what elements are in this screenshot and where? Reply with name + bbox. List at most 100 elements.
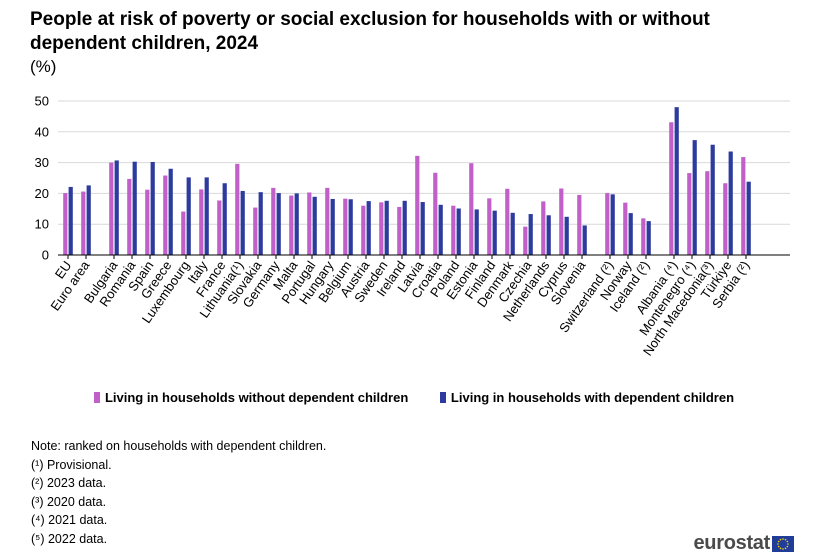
bar-with-children	[474, 209, 479, 255]
bar-with-children	[240, 190, 245, 255]
note-2020: (³) 2020 data.	[31, 494, 107, 509]
y-tick-label: 20	[35, 186, 49, 201]
bar-without-children	[235, 163, 240, 255]
legend: Living in households without dependent c…	[0, 390, 828, 405]
bar-without-children	[623, 202, 628, 255]
bar-with-children	[674, 107, 679, 255]
bar-with-children	[330, 198, 335, 255]
bar-without-children	[669, 122, 674, 255]
bar-with-children	[646, 221, 651, 255]
bar-without-children	[307, 192, 312, 255]
bar-with-children	[564, 216, 569, 255]
bar-with-children	[186, 177, 191, 255]
legend-item-without-children: Living in households without dependent c…	[93, 390, 409, 405]
bar-without-children	[145, 189, 150, 255]
bar-with-children	[438, 204, 443, 255]
bar-with-children	[628, 213, 633, 255]
bar-without-children	[379, 202, 384, 255]
bar-with-children	[222, 183, 227, 255]
y-tick-label: 30	[35, 155, 49, 170]
bar-with-children	[728, 151, 733, 255]
bar-without-children	[541, 201, 546, 255]
bar-with-children	[86, 185, 91, 255]
bar-with-children	[692, 140, 697, 255]
logo-text: eurostat	[693, 532, 770, 554]
bar-with-children	[456, 208, 461, 255]
bar-without-children	[415, 155, 420, 255]
bar-without-children	[705, 171, 710, 255]
bar-with-children	[546, 215, 551, 255]
note-ranking: Note: ranked on households with dependen…	[31, 439, 327, 453]
bar-without-children	[81, 191, 86, 255]
bar-without-children	[289, 195, 294, 255]
bar-with-children	[710, 144, 715, 255]
y-tick-label: 50	[35, 94, 49, 109]
bar-without-children	[641, 218, 646, 255]
bar-with-children	[68, 186, 73, 255]
bar-without-children	[163, 175, 168, 255]
chart-title: People at risk of poverty or social excl…	[30, 9, 710, 54]
bar-with-children	[132, 161, 137, 255]
unit-label: (%)	[30, 57, 57, 76]
note-2021: (⁴) 2021 data.	[31, 513, 108, 527]
bar-with-children	[348, 199, 353, 255]
bar-with-children	[582, 225, 587, 255]
bar-with-children	[492, 210, 497, 255]
bar-with-children	[610, 194, 615, 255]
bar-without-children	[343, 198, 348, 255]
bar-with-children	[510, 212, 515, 255]
bar-without-children	[723, 183, 728, 255]
bar-without-children	[253, 207, 258, 255]
legend-swatch-with-children	[439, 392, 446, 403]
bar-with-children	[366, 201, 371, 255]
eu-flag-icon	[772, 535, 794, 552]
bar-without-children	[109, 162, 114, 255]
legend-item-with-children: Living in households with dependent chil…	[439, 390, 734, 405]
bar-with-children	[150, 161, 155, 255]
bar-without-children	[397, 206, 402, 255]
bar-with-children	[294, 193, 299, 255]
bar-with-children	[420, 202, 425, 255]
legend-swatch-without-children	[93, 392, 100, 403]
y-tick-label: 0	[42, 248, 49, 263]
y-tick-label: 10	[35, 217, 49, 232]
bar-without-children	[433, 172, 438, 255]
bar-without-children	[63, 193, 68, 255]
bar-without-children	[605, 193, 610, 255]
bar-with-children	[258, 192, 263, 255]
bar-without-children	[325, 187, 330, 255]
bar-with-children	[528, 214, 533, 255]
bar-with-children	[312, 196, 317, 255]
bar-without-children	[505, 188, 510, 255]
bar-without-children	[487, 198, 492, 255]
bar-without-children	[687, 173, 692, 255]
bar-with-children	[402, 200, 407, 255]
bar-without-children	[361, 205, 366, 255]
bar-with-children	[168, 168, 173, 255]
y-axis: 0 10 20 30 40 50	[35, 94, 49, 263]
note-2022: (⁵) 2022 data.	[31, 531, 108, 546]
bar-without-children	[181, 211, 186, 255]
bar-without-children	[127, 178, 132, 255]
eurostat-logo: eurostat	[693, 532, 794, 555]
note-2023: (²) 2023 data.	[31, 476, 107, 490]
bar-without-children	[741, 157, 746, 255]
y-tick-label: 40	[35, 124, 49, 139]
legend-label-without-children: Living in households without dependent c…	[104, 390, 409, 405]
note-provisional: (¹) Provisional.	[31, 457, 112, 472]
bars	[63, 107, 751, 255]
bar-without-children	[199, 189, 204, 255]
bar-without-children	[469, 163, 474, 255]
bar-without-children	[451, 205, 456, 255]
bar-with-children	[204, 177, 209, 255]
bar-with-children	[276, 193, 281, 255]
bar-with-children	[114, 160, 119, 255]
bar-without-children	[271, 187, 276, 255]
bar-without-children	[523, 226, 528, 255]
bar-with-children	[384, 200, 389, 255]
bar-without-children	[559, 188, 564, 255]
bar-without-children	[577, 194, 582, 255]
footnotes: Note: ranked on households with dependen…	[31, 437, 326, 548]
